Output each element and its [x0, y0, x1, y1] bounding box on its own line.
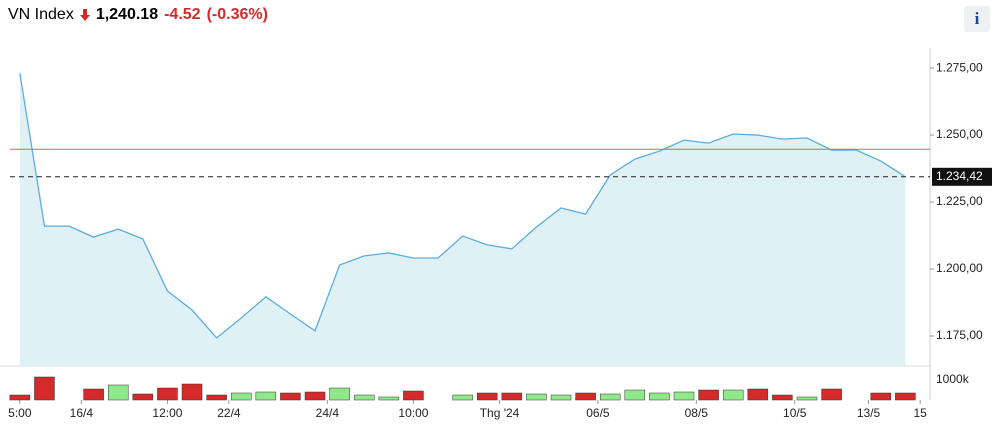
title: VN Index: [8, 6, 74, 23]
volume-bar: [304, 391, 326, 401]
volume-bar: [280, 392, 301, 401]
x-tick-label: 5:00: [8, 406, 32, 420]
x-tick-label: 12:00: [152, 406, 182, 420]
x-tick-label: 13/5: [857, 406, 881, 420]
volume-tick-label: 1000k: [936, 372, 970, 386]
volume-bar: [329, 387, 350, 401]
x-tick-label: 10/5: [783, 406, 807, 420]
volume-bar: [353, 394, 375, 401]
volume-bar: [649, 392, 670, 401]
x-tick-label: 22/4: [217, 406, 241, 420]
y-tick-label: 1.200,00: [936, 261, 983, 275]
volume-bar: [206, 394, 227, 401]
volume-bar: [452, 394, 473, 401]
volume-bar: [378, 396, 400, 401]
volume-bar: [772, 394, 793, 401]
volume-bar: [870, 392, 892, 401]
volume-bar: [747, 388, 769, 401]
volume-bar: [526, 393, 547, 401]
down-arrow: [79, 9, 90, 21]
x-tick-label: 15: [913, 406, 927, 420]
volume-bar: [403, 390, 424, 401]
y-tick-label: 1.175,00: [936, 328, 983, 342]
x-tick-label: 06/5: [586, 406, 610, 420]
y-tick-label: 1.250,00: [936, 127, 983, 141]
volume-bar: [599, 393, 621, 401]
volume-bar: [34, 376, 55, 401]
volume-bar: [181, 383, 203, 401]
volume-bar: [83, 388, 104, 401]
area: [19, 73, 906, 367]
change-pct: (-0.36%): [206, 6, 268, 23]
watermark-suffix: .com: [136, 331, 173, 350]
volume-bar: [624, 389, 646, 401]
volume-bar: [722, 389, 744, 401]
change: -4.52: [164, 6, 201, 23]
volume-bar: [796, 396, 818, 401]
x-tick-label: 24/4: [316, 406, 340, 420]
last-label: 1.234,42: [936, 169, 983, 183]
volume-bar: [895, 392, 916, 401]
x-tick-label: 16/4: [70, 406, 94, 420]
volume-bar: [157, 387, 178, 401]
volume-bar: [476, 392, 498, 401]
volume-bar: [132, 393, 154, 401]
watermark-text: Investing: [22, 325, 136, 355]
volume-bar: [821, 388, 842, 401]
header: VN Index 1,240.18 -4.52 (-0.36%): [8, 6, 268, 24]
line: [19, 73, 906, 339]
volume-bar: [230, 392, 252, 401]
volume-bar: [501, 392, 523, 401]
x-tick-label: Thg '24: [480, 406, 520, 420]
last-label-box: [932, 167, 992, 186]
volume-bar: [575, 392, 596, 401]
watermark: Investing.com: [22, 325, 173, 355]
price: 1,240.18: [95, 6, 159, 23]
volume-bar: [550, 394, 572, 401]
volume-bar: [9, 394, 31, 401]
y-tick-label: 1.275,00: [936, 60, 983, 74]
y-tick-label: 1.225,00: [936, 194, 983, 208]
x-tick-label: 10:00: [398, 406, 428, 420]
volume-bar: [673, 391, 695, 401]
volume-bar: [698, 389, 719, 401]
info-button[interactable]: i: [964, 6, 990, 32]
volume-bar: [255, 391, 277, 401]
volume-bar: [107, 384, 129, 401]
x-tick-label: 08/5: [685, 406, 709, 420]
